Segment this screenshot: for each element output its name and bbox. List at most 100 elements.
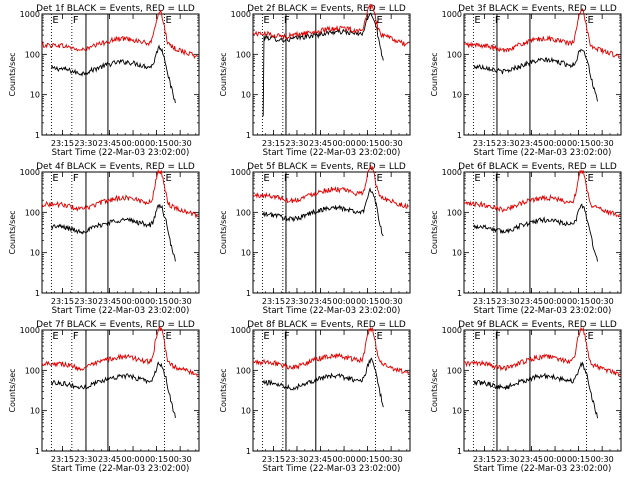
marker-label: E xyxy=(263,15,269,26)
y-tick-label: 10 xyxy=(30,249,40,258)
y-tick-label: 100 xyxy=(447,50,462,59)
x-tick-label: 00:30 xyxy=(591,297,614,306)
marker-label: E xyxy=(474,173,480,184)
series-events xyxy=(473,361,598,419)
x-tick-label: 23:30 xyxy=(74,297,97,306)
y-tick-label: 100 xyxy=(25,366,40,375)
marker-label: E xyxy=(165,173,171,184)
series-events xyxy=(50,361,176,418)
y-tick-label: 10 xyxy=(452,407,462,416)
x-tick-label: 00:00 xyxy=(333,139,356,148)
y-tick-label: 1000 xyxy=(20,168,40,177)
x-tick-label: 00:15 xyxy=(145,139,168,148)
x-tick-label: 23:15 xyxy=(51,139,74,148)
panel-det-3: Det 3f BLACK = Events, RED = LLD 1 10 100 10… xyxy=(430,4,622,158)
x-tick-label: 00:30 xyxy=(169,297,192,306)
plot-frame xyxy=(252,329,411,452)
marker-label: E xyxy=(474,331,480,342)
y-axis-label: Counts/sec xyxy=(8,210,17,254)
y-tick-label: 1 xyxy=(35,447,40,456)
y-axis-label: Counts/sec xyxy=(430,52,439,96)
plot-frame xyxy=(41,171,200,294)
x-tick-label: 23:45 xyxy=(520,139,543,148)
x-axis-label: Start Time (22-Mar-03 23:02:00) xyxy=(52,148,190,158)
panel-det-1: Det 1f BLACK = Events, RED = LLD 1 10 100 10… xyxy=(8,4,200,158)
y-tick-label: 100 xyxy=(25,208,40,217)
x-tick-label: 00:00 xyxy=(544,139,567,148)
x-axis-label: Start Time (22-Mar-03 23:02:00) xyxy=(474,464,612,474)
x-axis-label: Start Time (22-Mar-03 23:02:00) xyxy=(263,464,401,474)
panel-title: Det 9f BLACK = Events, RED = LLD xyxy=(458,320,617,330)
plot-frame xyxy=(252,171,411,294)
x-tick-label: 23:15 xyxy=(51,455,74,464)
x-tick-label: 23:30 xyxy=(285,455,308,464)
y-axis-label: Counts/sec xyxy=(219,368,228,412)
panel-title: Det 8f BLACK = Events, RED = LLD xyxy=(247,320,406,330)
series-events xyxy=(473,48,598,102)
panel-det-2: Det 2f BLACK = Events, RED = LLD 1 10 100 10… xyxy=(219,3,411,158)
series-lld xyxy=(463,8,620,59)
x-tick-label: 23:30 xyxy=(496,139,519,148)
x-axis-label: Start Time (22-Mar-03 23:02:00) xyxy=(263,306,401,316)
x-tick-label: 00:15 xyxy=(567,297,590,306)
x-tick-label: 00:15 xyxy=(145,297,168,306)
series-lld xyxy=(41,9,198,60)
x-tick-label: 23:15 xyxy=(262,455,285,464)
panel-title: Det 3f BLACK = Events, RED = LLD xyxy=(458,4,617,14)
panel-title: Det 7f BLACK = Events, RED = LLD xyxy=(36,320,195,330)
x-tick-label: 23:45 xyxy=(98,455,121,464)
marker-label: F xyxy=(495,173,501,184)
y-tick-label: 10 xyxy=(30,91,40,100)
series-events xyxy=(262,12,384,117)
y-tick-label: 1 xyxy=(246,289,251,298)
x-tick-label: 00:30 xyxy=(591,455,614,464)
x-tick-label: 23:15 xyxy=(51,297,74,306)
marker-label: F xyxy=(495,331,501,342)
marker-label: E xyxy=(376,173,382,184)
marker-label: F xyxy=(73,15,79,26)
series-lld xyxy=(41,325,198,378)
y-tick-label: 1000 xyxy=(20,326,40,335)
x-tick-label: 23:45 xyxy=(520,455,543,464)
plot-frame xyxy=(41,13,200,136)
y-axis-label: Counts/sec xyxy=(219,52,228,96)
y-tick-label: 100 xyxy=(25,50,40,59)
series-events xyxy=(262,186,384,237)
y-axis-label: Counts/sec xyxy=(430,368,439,412)
panel-title: Det 2f BLACK = Events, RED = LLD xyxy=(247,4,406,14)
marker-label: F xyxy=(73,331,79,342)
panel-det-8: Det 8f BLACK = Events, RED = LLD 1 10 100 10… xyxy=(219,320,411,474)
marker-label: F xyxy=(495,15,501,26)
y-tick-label: 1 xyxy=(35,131,40,140)
x-tick-label: 00:30 xyxy=(169,139,192,148)
x-tick-label: 00:00 xyxy=(544,297,567,306)
plot-frame xyxy=(463,329,622,452)
marker-label: F xyxy=(284,331,290,342)
y-tick-label: 100 xyxy=(236,366,251,375)
x-tick-label: 23:45 xyxy=(520,297,543,306)
x-tick-label: 23:45 xyxy=(98,297,121,306)
x-tick-label: 00:00 xyxy=(122,455,145,464)
x-tick-label: 23:45 xyxy=(309,139,332,148)
y-tick-label: 100 xyxy=(447,208,462,217)
marker-label: E xyxy=(52,331,58,342)
x-tick-label: 00:00 xyxy=(333,455,356,464)
marker-label: E xyxy=(587,15,593,26)
x-tick-label: 23:30 xyxy=(285,139,308,148)
plot-frame xyxy=(252,13,411,136)
x-axis-label: Start Time (22-Mar-03 23:02:00) xyxy=(263,148,401,158)
x-tick-label: 23:15 xyxy=(262,139,285,148)
y-tick-label: 1000 xyxy=(20,10,40,19)
y-tick-label: 1 xyxy=(246,447,251,456)
x-tick-label: 00:15 xyxy=(356,455,379,464)
plot-frame xyxy=(463,171,622,294)
x-tick-label: 23:30 xyxy=(285,297,308,306)
x-tick-label: 00:30 xyxy=(380,455,403,464)
y-tick-label: 100 xyxy=(236,50,251,59)
series-lld xyxy=(41,168,198,218)
series-events xyxy=(262,357,384,408)
x-tick-label: 23:30 xyxy=(74,139,97,148)
y-tick-label: 10 xyxy=(241,407,251,416)
y-tick-label: 100 xyxy=(447,366,462,375)
